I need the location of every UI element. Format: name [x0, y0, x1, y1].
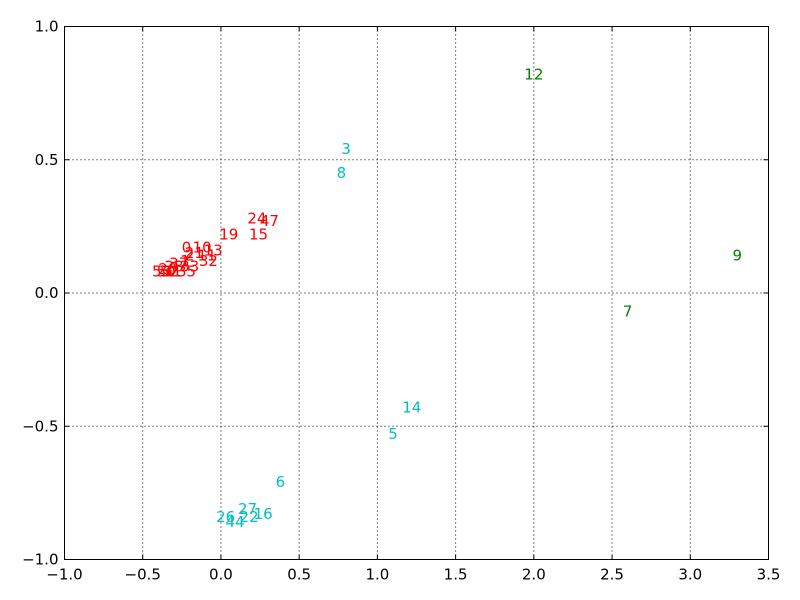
y-tick-label: −1.0 [22, 551, 58, 569]
point-label: 12 [524, 65, 543, 83]
point-label: 7 [623, 303, 633, 321]
x-axis-tick-labels: −1.0 −0.5 0.0 0.5 1.0 1.5 2.0 2.5 3.0 3.5 [46, 566, 780, 584]
y-tick-label: 0.5 [35, 151, 59, 169]
point-label: 5 [388, 425, 398, 443]
x-tick-label: 3.0 [678, 566, 702, 584]
x-tick-label: 1.5 [444, 566, 468, 584]
x-tick-label: 2.5 [600, 566, 624, 584]
point-label: 8 [337, 164, 347, 182]
x-tick-label: 0.0 [209, 566, 233, 584]
y-axis-tick-labels: −1.0 −0.5 0.0 0.5 1.0 [22, 18, 58, 569]
y-tick-label: 1.0 [35, 18, 59, 36]
x-tick-label: −0.5 [125, 566, 161, 584]
x-tick-label: 1.0 [365, 566, 389, 584]
point-label: 3 [341, 140, 351, 158]
point-label: 9 [732, 247, 742, 265]
y-tick-label: 0.0 [35, 284, 59, 302]
y-tick-label: −0.5 [22, 417, 58, 435]
x-tick-label: 2.0 [522, 566, 546, 584]
point-label: 14 [402, 399, 421, 417]
point-label: 31 [163, 263, 182, 281]
point-label: 32 [199, 252, 218, 270]
point-label: 44 [225, 513, 244, 531]
point-label: 6 [276, 473, 286, 491]
point-label: 15 [249, 225, 268, 243]
x-tick-label: 0.5 [287, 566, 311, 584]
x-tick-label: 3.5 [757, 566, 781, 584]
grid-lines [65, 27, 769, 560]
